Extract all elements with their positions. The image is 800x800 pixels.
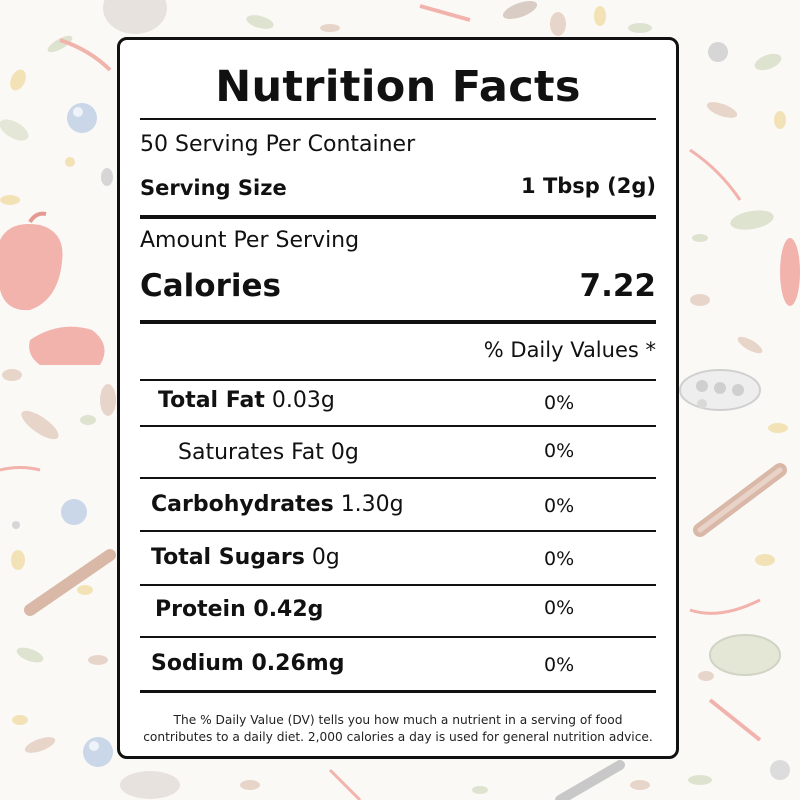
nutrient-name: Carbohydrates 1.30g [151,492,404,517]
nutrient-percent: 0% [544,548,575,570]
nutrient-divider [140,636,656,638]
nutrient-name: Saturates Fat 0g [178,440,359,465]
nutrient-name: Protein 0.42g [155,597,324,622]
serving-size-value: 1 Tbsp (2g) [521,174,656,198]
serving-divider [140,215,656,219]
nutrient-amount: 1.30g [340,492,404,517]
nutrient-name: Sodium 0.26mg [151,651,345,676]
serving-size-label: Serving Size [140,176,287,200]
footnote-divider [140,690,656,693]
nutrient-percent: 0% [544,440,575,462]
calories-label: Calories [140,268,281,304]
servings-per-container: 50 Serving Per Container [140,132,416,157]
nutrient-amount: 0.03g [271,388,335,413]
nutrient-divider [140,379,656,381]
title-divider [140,118,656,120]
daily-values-header: % Daily Values * [483,338,656,362]
nutrient-percent: 0% [544,597,575,619]
nutrient-percent: 0% [544,392,575,414]
nutrient-divider [140,584,656,586]
nutrient-amount: 0g [330,440,359,465]
nutrient-amount: 0g [311,545,340,570]
daily-value-footnote: The % Daily Value (DV) tells you how muc… [143,713,653,744]
nutrient-divider [140,477,656,479]
calories-divider [140,320,656,324]
nutrition-label: Nutrition Facts 50 Serving Per Container… [117,37,679,759]
amount-per-serving: Amount Per Serving [140,228,360,253]
nutrient-name: Total Sugars 0g [151,545,340,570]
nutrient-divider [140,425,656,427]
label-title: Nutrition Facts [215,62,581,112]
nutrient-name: Total Fat 0.03g [158,388,335,413]
nutrient-divider [140,530,656,532]
nutrient-percent: 0% [544,495,575,517]
nutrient-percent: 0% [544,654,575,676]
calories-value: 7.22 [579,268,657,304]
